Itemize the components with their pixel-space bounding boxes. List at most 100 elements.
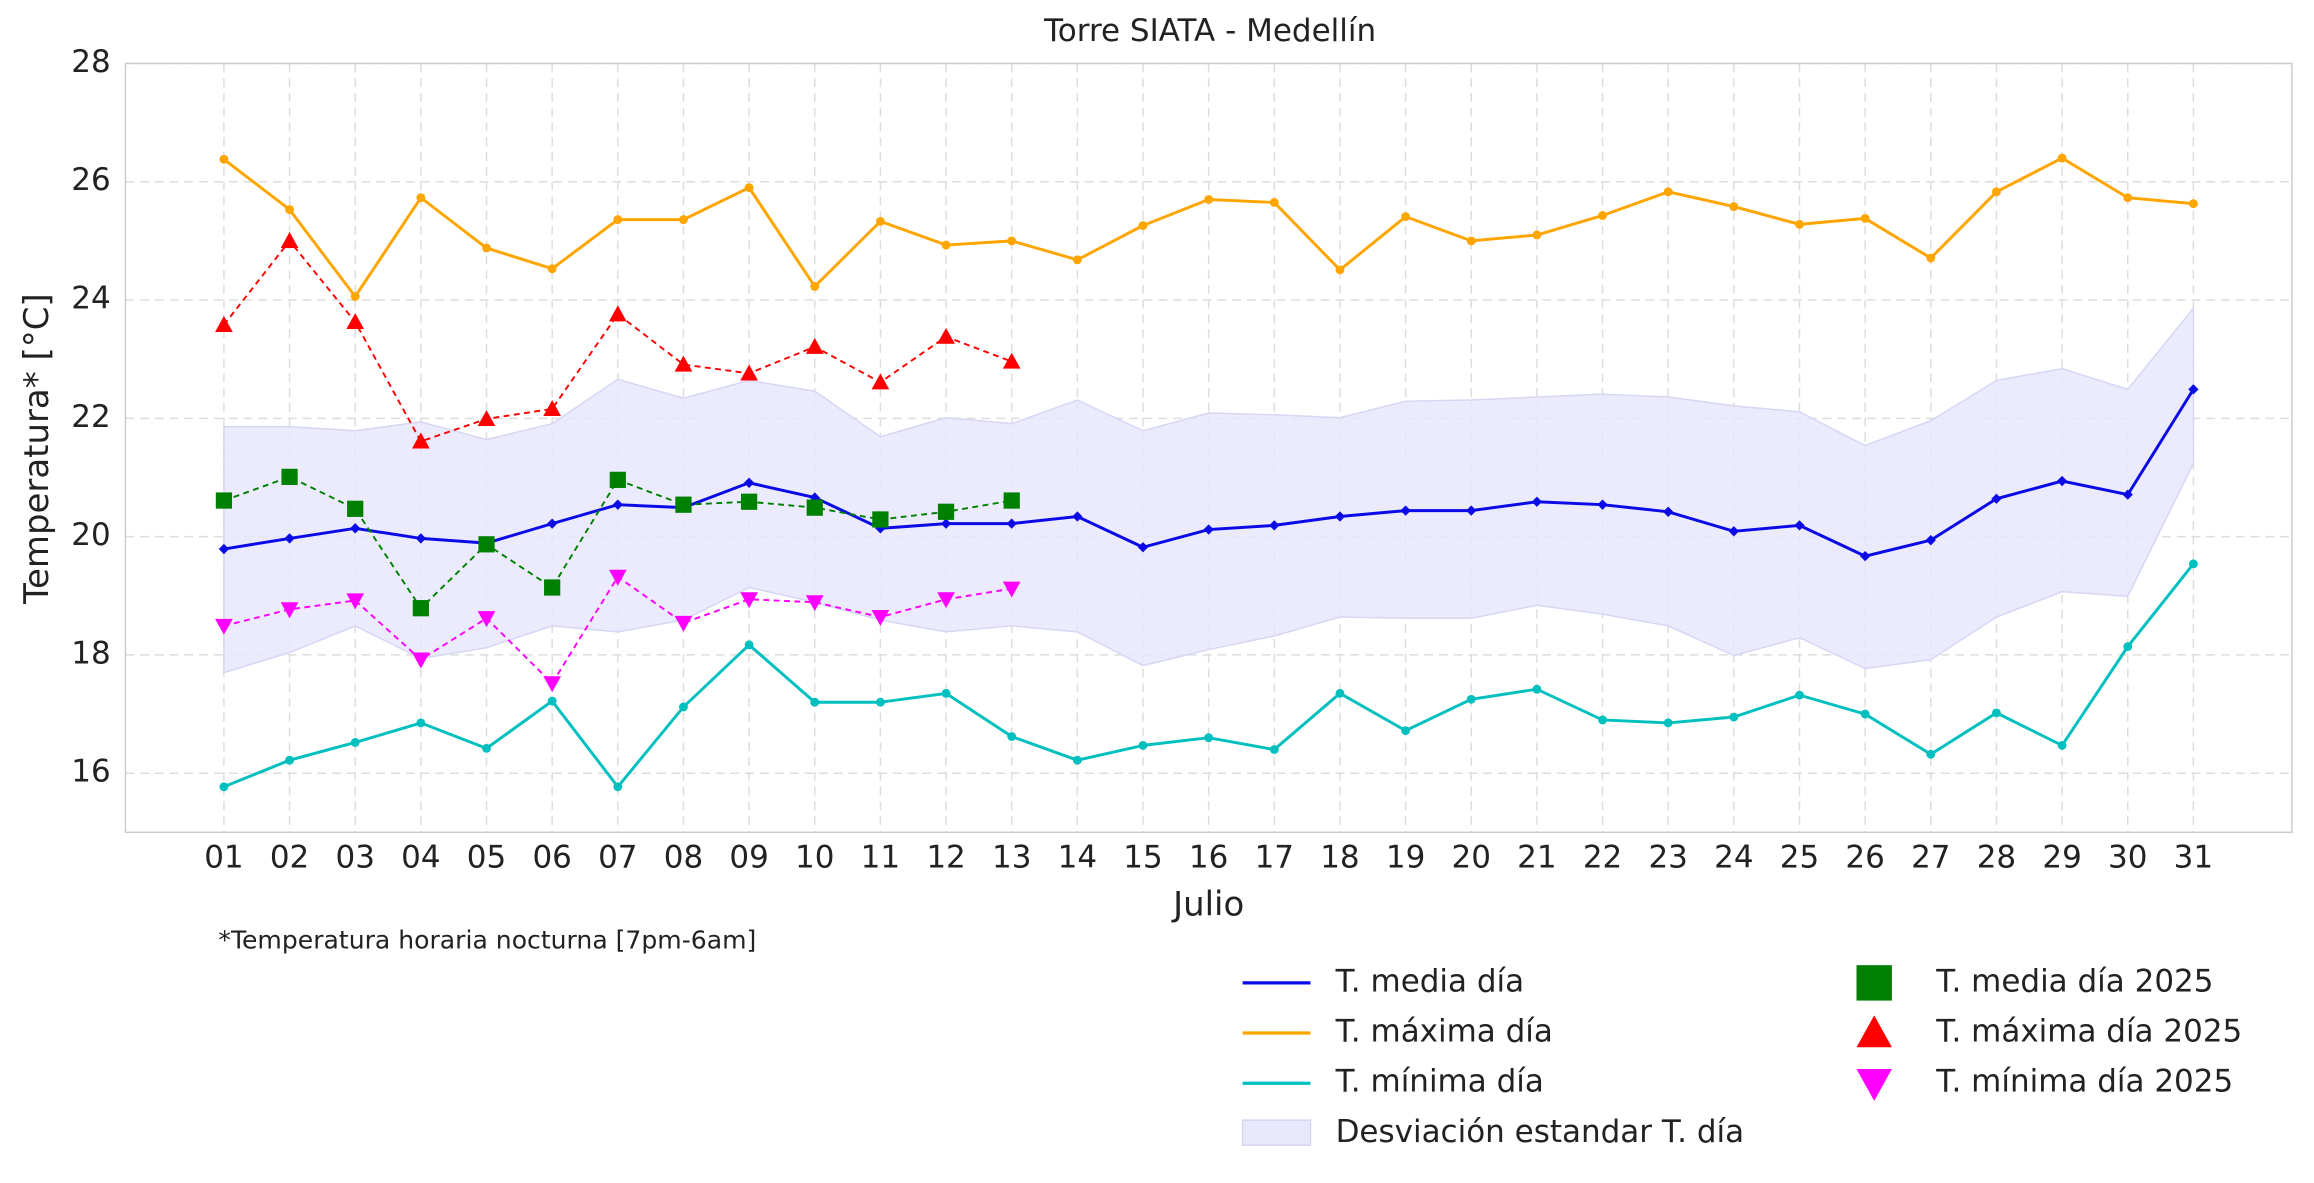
- x-tick-label: 05: [467, 839, 506, 875]
- legend-label: T. media día 2025: [1935, 963, 2213, 999]
- marker: [1663, 187, 1673, 197]
- marker: [871, 609, 890, 626]
- legend-label: Desviación estandar T. día: [1336, 1114, 1745, 1150]
- marker: [1002, 581, 1021, 598]
- marker: [1335, 688, 1345, 698]
- marker: [1138, 221, 1148, 230]
- marker: [871, 373, 890, 390]
- marker: [1466, 694, 1476, 704]
- marker: [543, 400, 562, 416]
- x-tick-label: 08: [664, 839, 703, 875]
- footnote: *Temperatura horaria nocturna [7pm-6am]: [218, 926, 756, 955]
- x-tick-label: 02: [270, 839, 309, 875]
- marker: [1269, 198, 1279, 207]
- marker: [1204, 733, 1214, 743]
- marker: [1926, 253, 1936, 263]
- x-tick-label: 21: [1517, 839, 1556, 875]
- marker: [1204, 195, 1214, 204]
- marker: [215, 316, 233, 332]
- marker: [2123, 193, 2133, 203]
- marker: [219, 154, 229, 164]
- marker: [218, 543, 230, 555]
- marker: [810, 697, 820, 707]
- marker: [416, 718, 426, 728]
- y-tick-label: 28: [71, 44, 110, 80]
- marker: [1466, 236, 1476, 246]
- marker: [675, 496, 692, 513]
- marker: [1663, 718, 1673, 728]
- marker: [608, 305, 627, 322]
- marker: [1007, 732, 1017, 741]
- y-tick-label: 22: [71, 399, 110, 435]
- marker: [1729, 712, 1739, 722]
- x-tick-label: 03: [335, 839, 374, 875]
- x-tick-label: 12: [926, 839, 965, 875]
- marker: [1795, 219, 1804, 229]
- marker: [806, 499, 823, 516]
- marker: [412, 652, 430, 669]
- marker: [940, 518, 952, 529]
- marker: [2188, 199, 2198, 209]
- marker: [350, 292, 360, 301]
- legend-marker: [1856, 965, 1892, 1001]
- marker: [1992, 187, 2001, 197]
- marker: [281, 468, 298, 486]
- marker: [679, 215, 688, 225]
- marker: [2123, 642, 2133, 652]
- marker: [941, 240, 951, 250]
- x-tick-label: 31: [2174, 839, 2213, 875]
- marker: [280, 232, 299, 248]
- marker: [805, 337, 824, 354]
- marker: [285, 205, 294, 214]
- marker: [280, 602, 299, 619]
- marker: [937, 503, 955, 520]
- marker: [613, 215, 623, 225]
- marker: [547, 264, 557, 274]
- marker: [1401, 212, 1411, 222]
- marker: [1728, 526, 1740, 537]
- marker: [215, 492, 233, 509]
- marker: [1400, 505, 1411, 516]
- marker: [1072, 755, 1082, 765]
- x-tick-label: 20: [1452, 839, 1491, 875]
- legend-label: T. media día: [1335, 963, 1525, 999]
- legend-swatch: [1241, 1119, 1312, 1146]
- marker: [346, 313, 365, 330]
- marker: [285, 755, 294, 765]
- marker: [412, 600, 429, 617]
- marker: [744, 183, 754, 193]
- x-tick-label: 22: [1583, 839, 1622, 875]
- marker: [412, 432, 430, 449]
- marker: [805, 595, 824, 612]
- x-tick-label: 24: [1714, 839, 1753, 875]
- marker: [477, 611, 496, 628]
- legend-label: T. mínima día 2025: [1935, 1064, 2233, 1100]
- x-axis-label: Julio: [1171, 885, 1244, 925]
- x-tick-label: 26: [1845, 839, 1884, 875]
- marker: [744, 640, 754, 650]
- marker: [609, 471, 626, 488]
- marker: [1138, 740, 1148, 750]
- marker: [482, 243, 491, 253]
- y-tick-label: 16: [71, 754, 110, 790]
- marker: [1532, 230, 1542, 240]
- marker: [350, 738, 360, 747]
- marker: [219, 782, 229, 792]
- marker: [740, 364, 758, 381]
- std-band: [223, 306, 2195, 674]
- marker: [1729, 202, 1739, 212]
- marker: [543, 676, 562, 693]
- marker: [872, 511, 889, 528]
- x-tick-label: 27: [1911, 839, 1950, 875]
- y-tick-label: 20: [71, 517, 110, 553]
- marker: [740, 592, 758, 609]
- marker: [415, 533, 427, 544]
- marker: [1598, 715, 1607, 725]
- x-tick-label: 17: [1255, 839, 1294, 875]
- marker: [2057, 153, 2067, 163]
- marker: [1926, 749, 1936, 759]
- x-tick-label: 10: [795, 839, 834, 875]
- marker: [674, 615, 693, 632]
- marker: [1269, 520, 1280, 531]
- y-tick-label: 26: [71, 162, 110, 198]
